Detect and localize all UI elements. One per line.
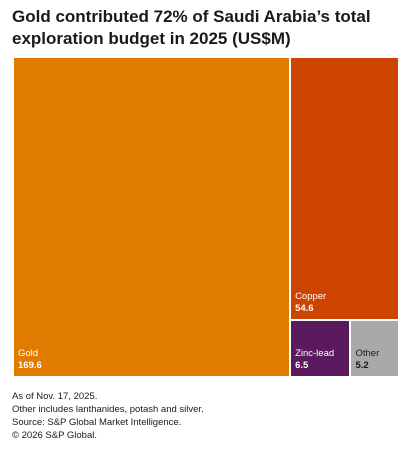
tile-value-copper: 54.6 xyxy=(295,302,314,314)
note-copyright: © 2026 S&P Global. xyxy=(12,430,97,441)
note-other-definition: Other includes lanthanides, potash and s… xyxy=(12,404,204,415)
tile-name-zinc-lead: Zinc-lead xyxy=(295,347,335,359)
tile-zinc-lead: Zinc-lead 6.5 xyxy=(291,320,350,376)
chart-title-line-2: exploration budget in 2025 (US$M) xyxy=(12,29,291,48)
tile-copper: Copper 54.6 xyxy=(291,58,398,319)
tile-label-zinc-lead: Zinc-lead 6.5 xyxy=(295,348,334,372)
tile-gold: Gold 169.6 xyxy=(14,58,290,376)
tile-name-copper: Copper xyxy=(295,290,327,302)
tile-label-copper: Copper 54.6 xyxy=(295,291,326,315)
tile-value-zinc-lead: 6.5 xyxy=(295,359,309,371)
treemap-chart: Gold 169.6 Copper 54.6 Zinc-lead 6.5 Other 5.2 xyxy=(14,58,398,376)
tile-name-other: Other xyxy=(355,347,380,359)
tile-other: Other 5.2 xyxy=(351,320,398,376)
tile-value-gold: 169.6 xyxy=(18,360,42,371)
tile-label-gold: Gold 169.6 xyxy=(18,348,42,372)
tile-name-gold: Gold xyxy=(18,348,39,359)
chart-notes: As of Nov. 17, 2025. Other includes lant… xyxy=(12,390,402,442)
note-date: As of Nov. 17, 2025. xyxy=(12,391,98,402)
tile-value-other: 5.2 xyxy=(355,359,369,371)
tile-label-other: Other 5.2 xyxy=(355,348,379,372)
chart-title: Gold contributed 72% of Saudi Arabia’s t… xyxy=(12,6,402,50)
chart-title-line-1: Gold contributed 72% of Saudi Arabia’s t… xyxy=(12,7,371,26)
note-source: Source: S&P Global Market Intelligence. xyxy=(12,417,182,428)
